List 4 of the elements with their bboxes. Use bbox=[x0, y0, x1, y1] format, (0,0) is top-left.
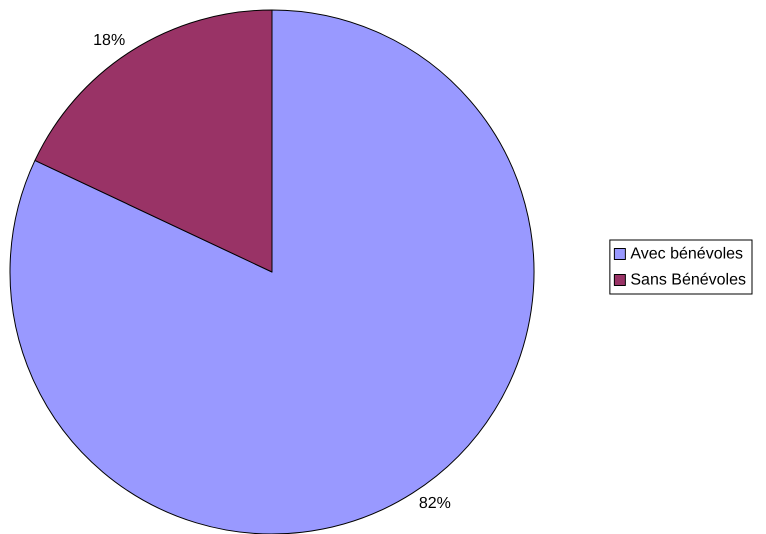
legend-label: Sans Bénévoles bbox=[630, 272, 746, 288]
data-label: 18% bbox=[93, 32, 126, 50]
legend-label: Avec bénévoles bbox=[630, 246, 744, 262]
data-label: 82% bbox=[418, 494, 451, 512]
